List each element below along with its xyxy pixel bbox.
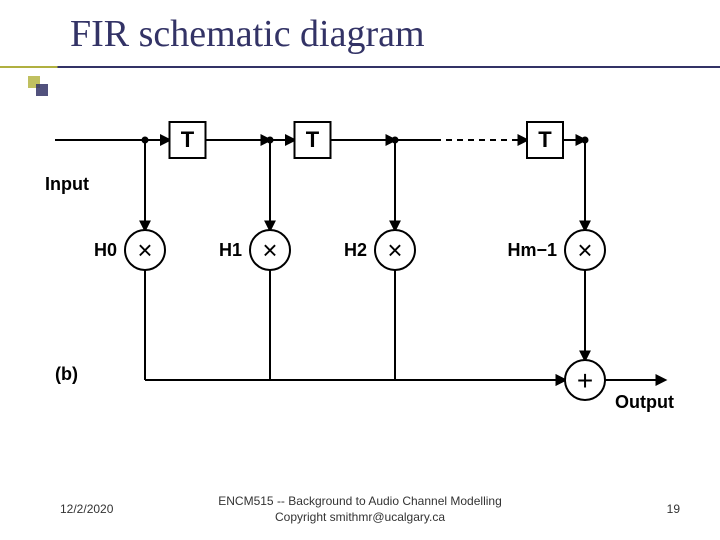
svg-text:Hm−1: Hm−1 <box>507 240 557 260</box>
footer-page-number: 19 <box>667 502 680 516</box>
svg-text:H1: H1 <box>219 240 242 260</box>
page-title: FIR schematic diagram <box>70 12 720 56</box>
footer-center: ENCM515 -- Background to Audio Channel M… <box>0 494 720 525</box>
svg-text:T: T <box>538 127 552 152</box>
svg-text:Output: Output <box>615 392 674 412</box>
svg-text:+: + <box>577 365 593 396</box>
svg-text:×: × <box>387 235 402 265</box>
svg-text:T: T <box>306 127 320 152</box>
footer-line1: ENCM515 -- Background to Audio Channel M… <box>218 494 502 508</box>
svg-text:(b): (b) <box>55 364 78 384</box>
slide-footer: 12/2/2020 ENCM515 -- Background to Audio… <box>0 482 720 532</box>
svg-text:H0: H0 <box>94 240 117 260</box>
svg-text:×: × <box>137 235 152 265</box>
footer-line2: Copyright smithmr@ucalgary.ca <box>275 510 445 524</box>
title-underline <box>0 66 720 68</box>
bullet-decoration <box>28 76 50 98</box>
svg-text:×: × <box>262 235 277 265</box>
svg-text:H2: H2 <box>344 240 367 260</box>
fir-schematic-diagram: Input × H0 T × H1 T × H2 T × Hm−1 + Output (b) <box>30 100 690 440</box>
svg-text:×: × <box>577 235 592 265</box>
svg-text:Input: Input <box>45 174 89 194</box>
svg-text:T: T <box>181 127 195 152</box>
